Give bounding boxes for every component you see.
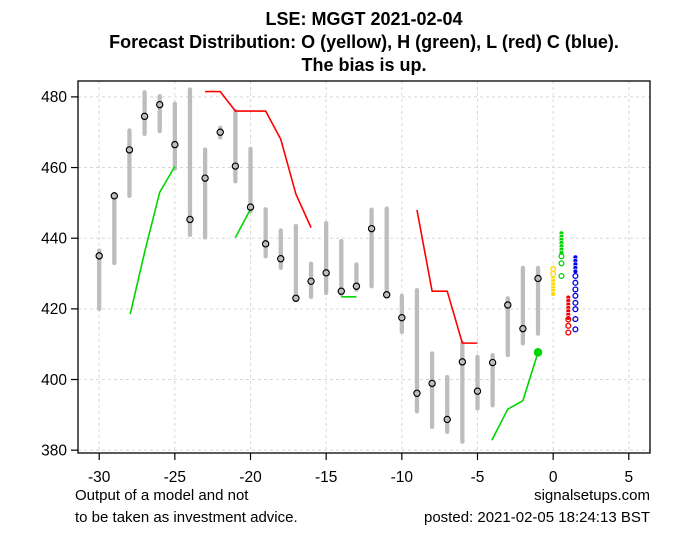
x-tick-label: 5 bbox=[625, 469, 634, 486]
close-marker bbox=[140, 112, 149, 121]
close-marker bbox=[231, 162, 240, 170]
close-marker bbox=[322, 269, 330, 277]
green-endpoint-marker bbox=[533, 348, 543, 357]
green-support-lines bbox=[129, 166, 539, 441]
close-marker bbox=[216, 128, 224, 136]
close-marker bbox=[519, 324, 527, 333]
y-tick-label: 380 bbox=[41, 442, 67, 459]
close-marker bbox=[246, 203, 255, 211]
close-marker bbox=[504, 301, 512, 309]
axes: -30 -25 -20 -15 -10 -5 0 5 380 400 420 440 460 480 bbox=[41, 80, 651, 486]
close-marker bbox=[382, 291, 391, 299]
forecast-cluster-H bbox=[558, 230, 565, 280]
close-marker bbox=[428, 379, 436, 388]
x-tick-label: -10 bbox=[391, 469, 414, 486]
y-tick-label: 400 bbox=[41, 372, 67, 389]
close-marker bbox=[277, 254, 285, 263]
disclaimer-line1: Output of a model and not bbox=[75, 487, 249, 504]
x-tick-label: -20 bbox=[239, 469, 262, 486]
close-marker bbox=[367, 224, 376, 233]
close-marker bbox=[171, 140, 179, 149]
close-marker bbox=[488, 358, 497, 367]
y-tick-label: 420 bbox=[41, 301, 67, 318]
forecast-cluster-L bbox=[565, 294, 572, 336]
close-marker bbox=[398, 313, 406, 322]
y-tick-label: 480 bbox=[41, 89, 67, 106]
close-marker bbox=[186, 215, 194, 224]
close-marker bbox=[352, 282, 361, 290]
forecast-cluster-C bbox=[572, 254, 579, 333]
close-marker bbox=[458, 358, 467, 366]
title-symbol-date: LSE: MGGT 2021-02-04 bbox=[265, 9, 463, 29]
red-resistance-lines bbox=[205, 90, 478, 344]
chart-title: LSE: MGGT 2021-02-04 Forecast Distributi… bbox=[38, 8, 690, 77]
disclaimer-line2: to be taken as investment advice. bbox=[75, 509, 298, 526]
x-tick-label: -5 bbox=[471, 469, 485, 486]
attribution: signalsetups.com posted: 2021-02-05 18:2… bbox=[424, 485, 650, 529]
close-marker bbox=[261, 240, 270, 248]
x-tick-label: -30 bbox=[88, 469, 111, 486]
title-forecast-legend: Forecast Distribution: O (yellow), H (gr… bbox=[109, 32, 619, 52]
close-marker bbox=[125, 146, 134, 154]
close-marker bbox=[337, 287, 346, 295]
gridlines bbox=[78, 81, 650, 453]
close-marker bbox=[413, 389, 421, 397]
close-marker bbox=[201, 174, 209, 182]
close-marker bbox=[95, 252, 103, 260]
posted-timestamp: posted: 2021-02-05 18:24:13 BST bbox=[424, 509, 650, 526]
close-marker bbox=[110, 192, 119, 200]
forecast-cluster-O bbox=[550, 265, 557, 297]
x-tick-label: -25 bbox=[164, 469, 186, 486]
y-tick-label: 440 bbox=[41, 231, 67, 248]
disclaimer: Output of a model and not to be taken as… bbox=[75, 485, 298, 529]
close-markers bbox=[95, 100, 542, 424]
y-tick-label: 460 bbox=[41, 160, 67, 177]
site-name: signalsetups.com bbox=[534, 487, 650, 504]
x-tick-label: 0 bbox=[549, 469, 558, 486]
title-bias: The bias is up. bbox=[301, 55, 427, 75]
close-marker bbox=[473, 387, 482, 395]
x-tick-label: -15 bbox=[315, 469, 337, 486]
close-marker bbox=[307, 277, 315, 286]
close-marker bbox=[292, 294, 300, 302]
close-marker bbox=[534, 274, 542, 283]
close-marker bbox=[443, 415, 451, 424]
price-bars bbox=[97, 87, 541, 444]
close-marker bbox=[156, 100, 164, 109]
green-endpoint bbox=[533, 348, 543, 357]
